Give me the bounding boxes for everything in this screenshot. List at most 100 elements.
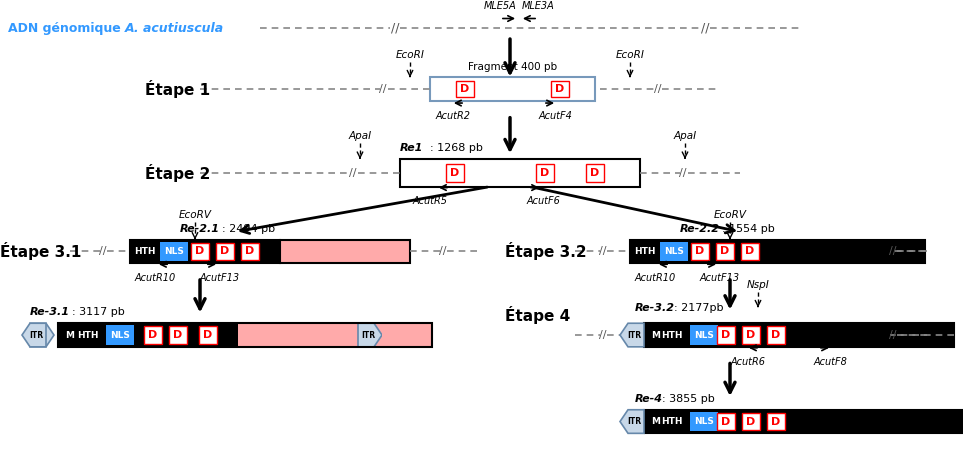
FancyBboxPatch shape (742, 326, 760, 344)
Text: HTH: HTH (662, 331, 683, 340)
FancyBboxPatch shape (691, 243, 709, 260)
Text: Re-2.2: Re-2.2 (680, 224, 720, 234)
Text: //: // (439, 246, 447, 256)
Text: Fragment 400 pb: Fragment 400 pb (468, 62, 557, 72)
Text: ITR: ITR (627, 417, 641, 426)
Text: EcoRI: EcoRI (615, 50, 644, 60)
Text: //: // (889, 330, 897, 340)
Text: //: // (99, 246, 107, 256)
Text: Étape 4: Étape 4 (505, 306, 570, 324)
Text: M: M (652, 417, 661, 426)
FancyBboxPatch shape (430, 77, 595, 101)
FancyBboxPatch shape (741, 243, 759, 260)
Text: D: D (460, 84, 470, 94)
Text: : 2177pb: : 2177pb (674, 304, 723, 313)
FancyBboxPatch shape (742, 413, 760, 430)
FancyBboxPatch shape (144, 326, 162, 344)
FancyBboxPatch shape (238, 323, 358, 347)
FancyBboxPatch shape (130, 240, 280, 263)
Text: ITR: ITR (627, 331, 641, 340)
Text: ApaI: ApaI (349, 131, 372, 141)
Text: AcutR10: AcutR10 (635, 273, 676, 283)
FancyBboxPatch shape (717, 326, 735, 344)
Polygon shape (30, 323, 54, 347)
Text: D: D (745, 246, 755, 256)
Text: AcutF6: AcutF6 (526, 197, 560, 207)
Text: Étape 2: Étape 2 (145, 164, 210, 182)
Text: AcutF8: AcutF8 (813, 357, 846, 366)
Text: //: // (350, 168, 356, 178)
FancyBboxPatch shape (717, 413, 735, 430)
FancyBboxPatch shape (216, 243, 234, 260)
FancyBboxPatch shape (829, 323, 954, 347)
Text: D: D (771, 330, 781, 340)
FancyBboxPatch shape (280, 240, 410, 263)
Text: D: D (540, 168, 550, 178)
Text: M: M (65, 331, 74, 340)
Text: Re-2.1: Re-2.1 (180, 224, 220, 234)
Text: D: D (590, 168, 600, 178)
Text: AcutR10: AcutR10 (135, 273, 175, 283)
Text: EcoRV: EcoRV (178, 210, 212, 220)
Polygon shape (358, 323, 382, 347)
Text: AcutF4: AcutF4 (538, 111, 572, 121)
Text: //: // (701, 22, 710, 35)
FancyBboxPatch shape (241, 243, 259, 260)
Text: : 2494 pb: : 2494 pb (222, 224, 275, 234)
Text: D: D (746, 417, 756, 427)
Text: : 1268 pb: : 1268 pb (430, 143, 482, 153)
Text: //: // (379, 84, 387, 94)
Polygon shape (22, 323, 46, 347)
FancyBboxPatch shape (586, 164, 604, 182)
Text: //: // (654, 84, 662, 94)
Text: //: // (679, 168, 687, 178)
Text: Re-4: Re-4 (635, 394, 663, 404)
Text: D: D (556, 84, 564, 94)
FancyBboxPatch shape (191, 243, 209, 260)
FancyBboxPatch shape (169, 326, 187, 344)
FancyBboxPatch shape (716, 243, 734, 260)
Text: Étape 1: Étape 1 (145, 80, 210, 98)
FancyBboxPatch shape (644, 410, 829, 434)
Text: Re-3.1: Re-3.1 (30, 307, 70, 318)
Text: D: D (221, 246, 229, 256)
Text: NLS: NLS (694, 331, 714, 340)
Text: : 1554 pb: : 1554 pb (722, 224, 775, 234)
Text: HTH: HTH (662, 417, 683, 426)
Text: HTH: HTH (635, 247, 656, 256)
Text: Étape 3.2: Étape 3.2 (505, 242, 586, 260)
Text: NLS: NLS (664, 247, 684, 256)
FancyBboxPatch shape (106, 325, 134, 345)
Text: D: D (720, 246, 730, 256)
Text: NLS: NLS (164, 247, 184, 256)
FancyBboxPatch shape (199, 326, 217, 344)
Text: : 3855 pb: : 3855 pb (662, 394, 715, 404)
Text: : 3117 pb: : 3117 pb (72, 307, 125, 318)
Text: EcoRI: EcoRI (396, 50, 425, 60)
Text: Étape 3.1: Étape 3.1 (0, 242, 82, 260)
Text: HTH: HTH (134, 247, 156, 256)
FancyBboxPatch shape (660, 241, 688, 261)
Text: Re1: Re1 (400, 143, 424, 153)
Text: AcutR6: AcutR6 (731, 357, 766, 366)
Text: EcoRV: EcoRV (714, 210, 746, 220)
Polygon shape (620, 323, 644, 347)
Text: ApaI: ApaI (673, 131, 696, 141)
Text: D: D (451, 168, 459, 178)
FancyBboxPatch shape (630, 240, 785, 263)
Text: D: D (771, 417, 781, 427)
Text: //: // (889, 246, 897, 256)
Text: NLS: NLS (694, 417, 714, 426)
Text: D: D (695, 246, 705, 256)
FancyBboxPatch shape (829, 410, 963, 434)
FancyBboxPatch shape (690, 325, 718, 345)
FancyBboxPatch shape (551, 82, 569, 97)
Text: MLE5A: MLE5A (483, 0, 516, 10)
Text: ITR: ITR (31, 331, 45, 340)
FancyBboxPatch shape (382, 323, 432, 347)
Text: D: D (746, 330, 756, 340)
Text: ADN génomique: ADN génomique (8, 22, 125, 35)
Text: NLS: NLS (110, 331, 130, 340)
Text: Re-3.2: Re-3.2 (635, 304, 675, 313)
Text: HTH: HTH (77, 331, 99, 340)
